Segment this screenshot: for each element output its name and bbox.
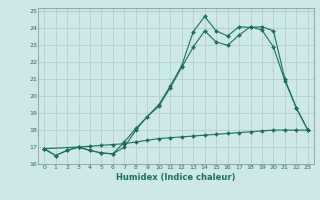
X-axis label: Humidex (Indice chaleur): Humidex (Indice chaleur): [116, 173, 236, 182]
